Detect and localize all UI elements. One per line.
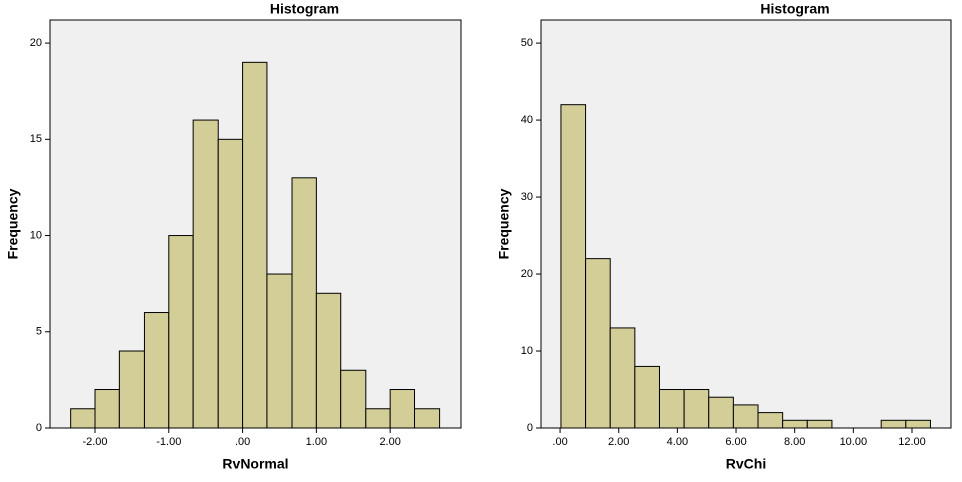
bar	[143, 312, 170, 429]
bar	[880, 419, 907, 429]
x-tick-label: 1.00	[306, 436, 327, 448]
y-tick-label: 20	[30, 37, 42, 49]
x-tick-label: 4.00	[667, 436, 688, 448]
bar	[118, 350, 145, 429]
y-axis-label: Frequency	[496, 188, 512, 259]
bar	[782, 419, 808, 429]
x-tick-label: 12.00	[898, 436, 926, 448]
bar	[168, 235, 194, 429]
bar	[609, 327, 636, 429]
chart-title: Histogram	[270, 1, 339, 17]
x-tick-label: 8.00	[784, 436, 805, 448]
x-tick-label: .00	[552, 436, 567, 448]
bar	[266, 273, 293, 429]
y-tick-label: 5	[36, 326, 42, 338]
bar	[757, 412, 784, 429]
bar	[560, 104, 587, 429]
y-axis-label: Frequency	[5, 188, 21, 259]
y-tick-label: 50	[521, 37, 533, 49]
y-tick-label: 15	[30, 133, 42, 145]
x-tick-label: -2.00	[82, 436, 107, 448]
bar	[806, 419, 833, 429]
bar	[585, 258, 611, 429]
x-tick-label: .00	[235, 436, 250, 448]
x-tick-label: 2.00	[608, 436, 629, 448]
x-axis-label: RvNormal	[222, 456, 288, 472]
bar	[634, 365, 660, 429]
y-tick-label: 20	[521, 268, 533, 280]
y-tick-label: 10	[521, 345, 533, 357]
bar	[315, 292, 342, 429]
x-axis-label: RvChi	[726, 456, 766, 472]
x-tick-label: 2.00	[379, 436, 400, 448]
bar	[683, 389, 710, 429]
bar	[905, 419, 931, 429]
bar	[732, 404, 759, 429]
y-tick-label: 0	[36, 422, 42, 434]
bar	[708, 396, 734, 429]
bar	[389, 389, 416, 429]
bar	[291, 177, 317, 429]
bar	[70, 408, 96, 429]
bar	[658, 389, 685, 429]
bar	[94, 389, 120, 429]
bar	[414, 408, 441, 429]
bar	[217, 138, 244, 429]
bar	[365, 408, 391, 429]
x-tick-label: 10.00	[840, 436, 868, 448]
bar	[242, 61, 268, 429]
y-tick-label: 10	[30, 229, 42, 241]
bar	[340, 369, 367, 429]
x-tick-label: -1.00	[156, 436, 181, 448]
bar	[192, 119, 219, 429]
y-tick-label: 40	[521, 114, 533, 126]
x-tick-label: 6.00	[725, 436, 746, 448]
y-tick-label: 30	[521, 191, 533, 203]
y-tick-label: 0	[527, 422, 533, 434]
chart-title: Histogram	[760, 1, 829, 17]
